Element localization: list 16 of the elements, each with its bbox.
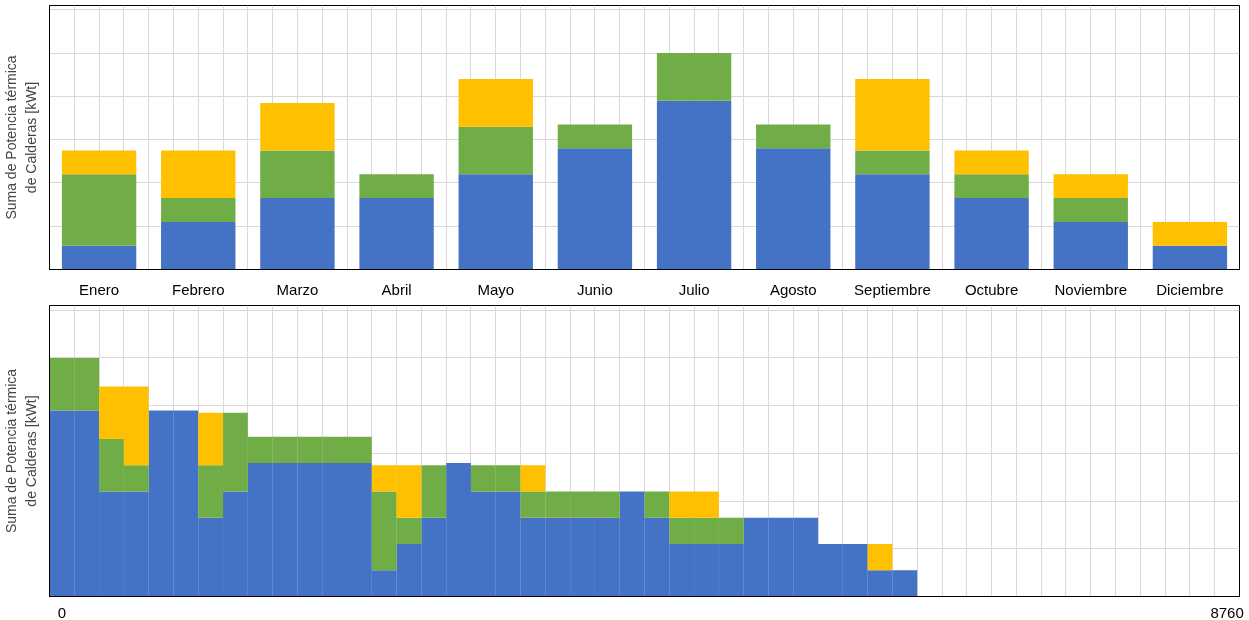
x-tick-label: Mayo [477, 280, 515, 298]
x-tick-label: Febrero [171, 280, 225, 298]
x-tick-label: Junio [576, 280, 613, 298]
x-tick-label: Diciembre [1156, 280, 1224, 298]
x-tick-label: 8760 [1210, 603, 1244, 620]
x-tick-label: Julio [678, 280, 710, 298]
x-tick-label: Abril [381, 280, 412, 298]
x-tick-label: Septiembre [854, 280, 931, 298]
x-tick-label: Noviembre [1054, 280, 1128, 298]
x-tick-label: Agosto [769, 280, 817, 298]
x-tick-label: 0 [57, 603, 67, 620]
y-axis-title: Suma de Potencia térmica de Calderas [kWt] [3, 368, 39, 534]
x-tick-label: Marzo [276, 280, 319, 298]
x-tick-label: Enero [79, 280, 120, 298]
x-tick-label: Octubre [964, 280, 1019, 298]
y-axis-title: Suma de Potencia térmica de Calderas [kWt] [3, 55, 39, 220]
